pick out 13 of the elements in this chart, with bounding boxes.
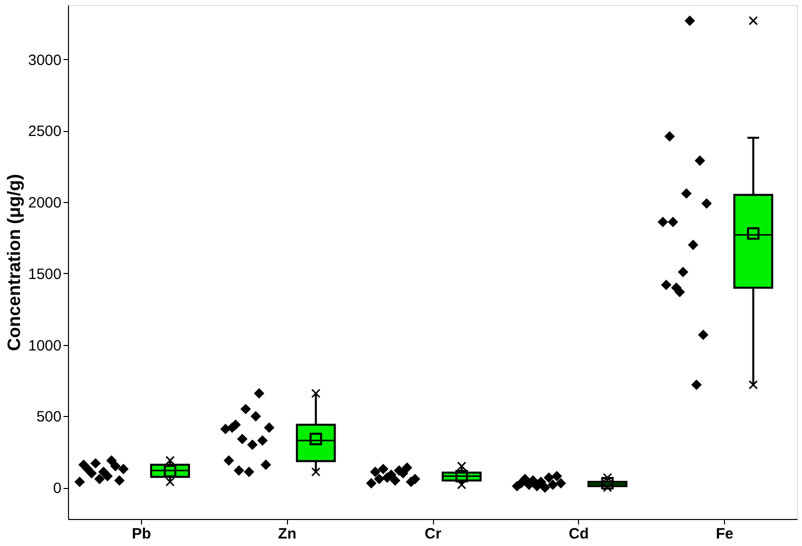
y-tick-label: 1500 [28, 266, 62, 283]
y-tick-label: 1000 [28, 337, 62, 354]
x-tick-label: Cr [424, 526, 442, 542]
x-tick-label: Pb [132, 526, 151, 542]
y-tick-label: 500 [36, 408, 62, 426]
y-axis-title: Concentration (μg/g) [4, 174, 24, 351]
y-tick-label: 0 [53, 480, 62, 498]
x-tick-label: Cd [568, 526, 589, 542]
x-tick-label: Fe [716, 526, 734, 542]
x-tick-label: Zn [278, 526, 296, 542]
y-tick-label: 2500 [28, 123, 62, 140]
y-tick-label: 3000 [28, 52, 62, 69]
y-tick-label: 2000 [28, 194, 62, 212]
